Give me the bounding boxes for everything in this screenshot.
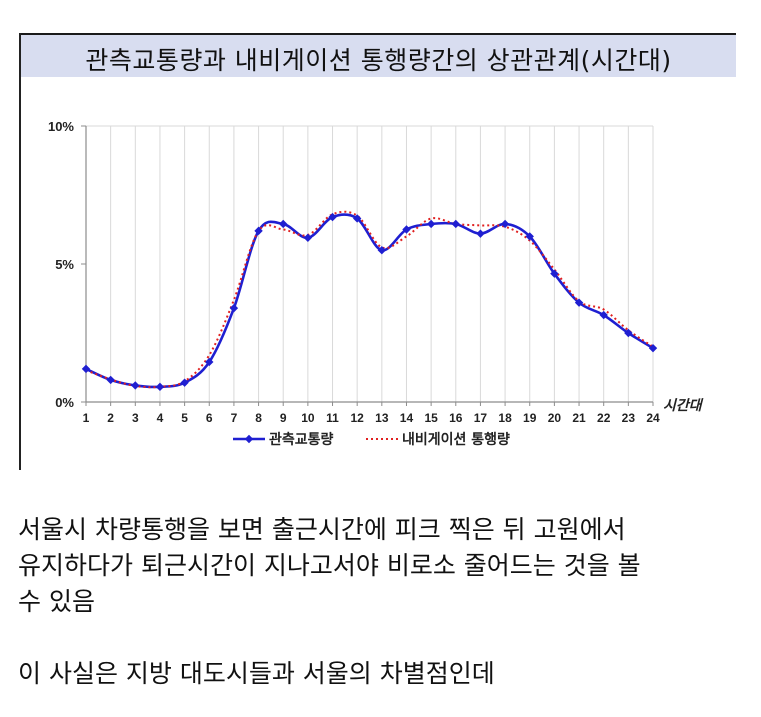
data-point-marker [624,328,633,338]
x-tick-label: 23 [622,411,636,425]
x-tick-label: 4 [157,411,164,425]
data-point-marker [254,226,263,236]
paragraph-gap [18,620,748,656]
x-tick-label: 17 [474,411,488,425]
caption-line: 유지하다가 퇴근시간이 지나고서야 비로소 줄어드는 것을 볼 [18,551,641,580]
caption-text: 서울시 차량통행을 보면 출근시간에 피크 찍은 뒤 고원에서 유지하다가 퇴근… [18,512,748,692]
x-tick-label: 7 [231,411,238,425]
x-tick-label: 11 [326,411,339,425]
x-tick-label: 9 [280,411,287,425]
x-tick-label: 12 [350,411,364,425]
x-tick-label: 5 [181,411,188,425]
caption-line: 수 있음 [18,587,95,616]
x-tick-label: 1 [83,411,90,425]
data-point-marker [205,357,214,367]
x-tick-label: 18 [498,411,512,425]
data-point-marker [574,298,584,307]
data-point-marker [426,219,436,229]
data-point-marker [328,212,337,222]
chart-figure: 관측교통량과 내비게이션 통행량간의 상관관계(시간대) 0% 5% 10% 1 2 3 4… [19,33,736,470]
line-chart: 0%5%10%1 2 3 4 5 6 7 8 9 10 11 12 13 14 15 16 17 18 19 20 21… [48,119,704,448]
chart-title-bar: 관측교통량과 내비게이션 통행량간의 상관관계(시간대) [21,33,736,77]
caption-line: 서울시 차량통행을 보면 출근시간에 피크 찍은 뒤 고원에서 [18,515,626,544]
data-point-marker [180,378,189,387]
data-point-marker [476,229,485,238]
data-point-marker [525,232,534,241]
series-line-observed [85,213,654,389]
chart-title: 관측교통량과 내비게이션 통행량간의 상관관계(시간대) [85,46,672,75]
data-point-marker [377,246,387,255]
data-point-marker [303,233,313,242]
data-point-marker [451,219,460,229]
x-tick-label: 13 [375,411,389,425]
data-point-marker [229,303,239,313]
x-tick-label: 20 [548,411,562,425]
data-point-marker [106,375,115,385]
x-tick-label: 19 [523,411,537,425]
legend-label-observed: 관측교통량 [269,431,334,448]
x-tick-label: 3 [132,411,139,425]
x-tick-label: 6 [206,411,213,425]
data-point-marker [131,381,140,390]
data-point-marker [599,310,608,320]
data-point-marker [500,219,510,229]
x-tick-label: 2 [107,411,114,425]
y-tick-label: 10% [48,119,74,134]
x-tick-label: 10 [301,411,315,425]
data-point-marker [648,343,658,353]
x-tick-label: 24 [646,411,660,425]
x-tick-label: 8 [255,411,262,425]
x-axis-title: 시간대 [663,398,704,414]
x-tick-label: 15 [424,411,438,425]
x-tick-label: 14 [400,411,414,425]
data-point-marker [352,214,362,223]
legend-marker-observed [244,434,254,444]
y-tick-label: 0% [55,395,74,410]
data-point-marker [155,382,165,392]
data-point-marker [81,364,91,374]
data-point-marker [279,219,288,229]
x-tick-label: 22 [597,411,611,425]
legend-label-navigation: 내비게이션 통행량 [402,431,510,448]
y-tick-label: 5% [55,257,74,272]
x-tick-label: 21 [572,411,586,425]
left-border-rule [19,33,21,470]
data-point-marker [550,269,559,278]
x-tick-label: 16 [449,411,463,425]
caption-line: 이 사실은 지방 대도시들과 서울의 차별점인데 [18,659,495,688]
data-point-marker [402,225,411,234]
